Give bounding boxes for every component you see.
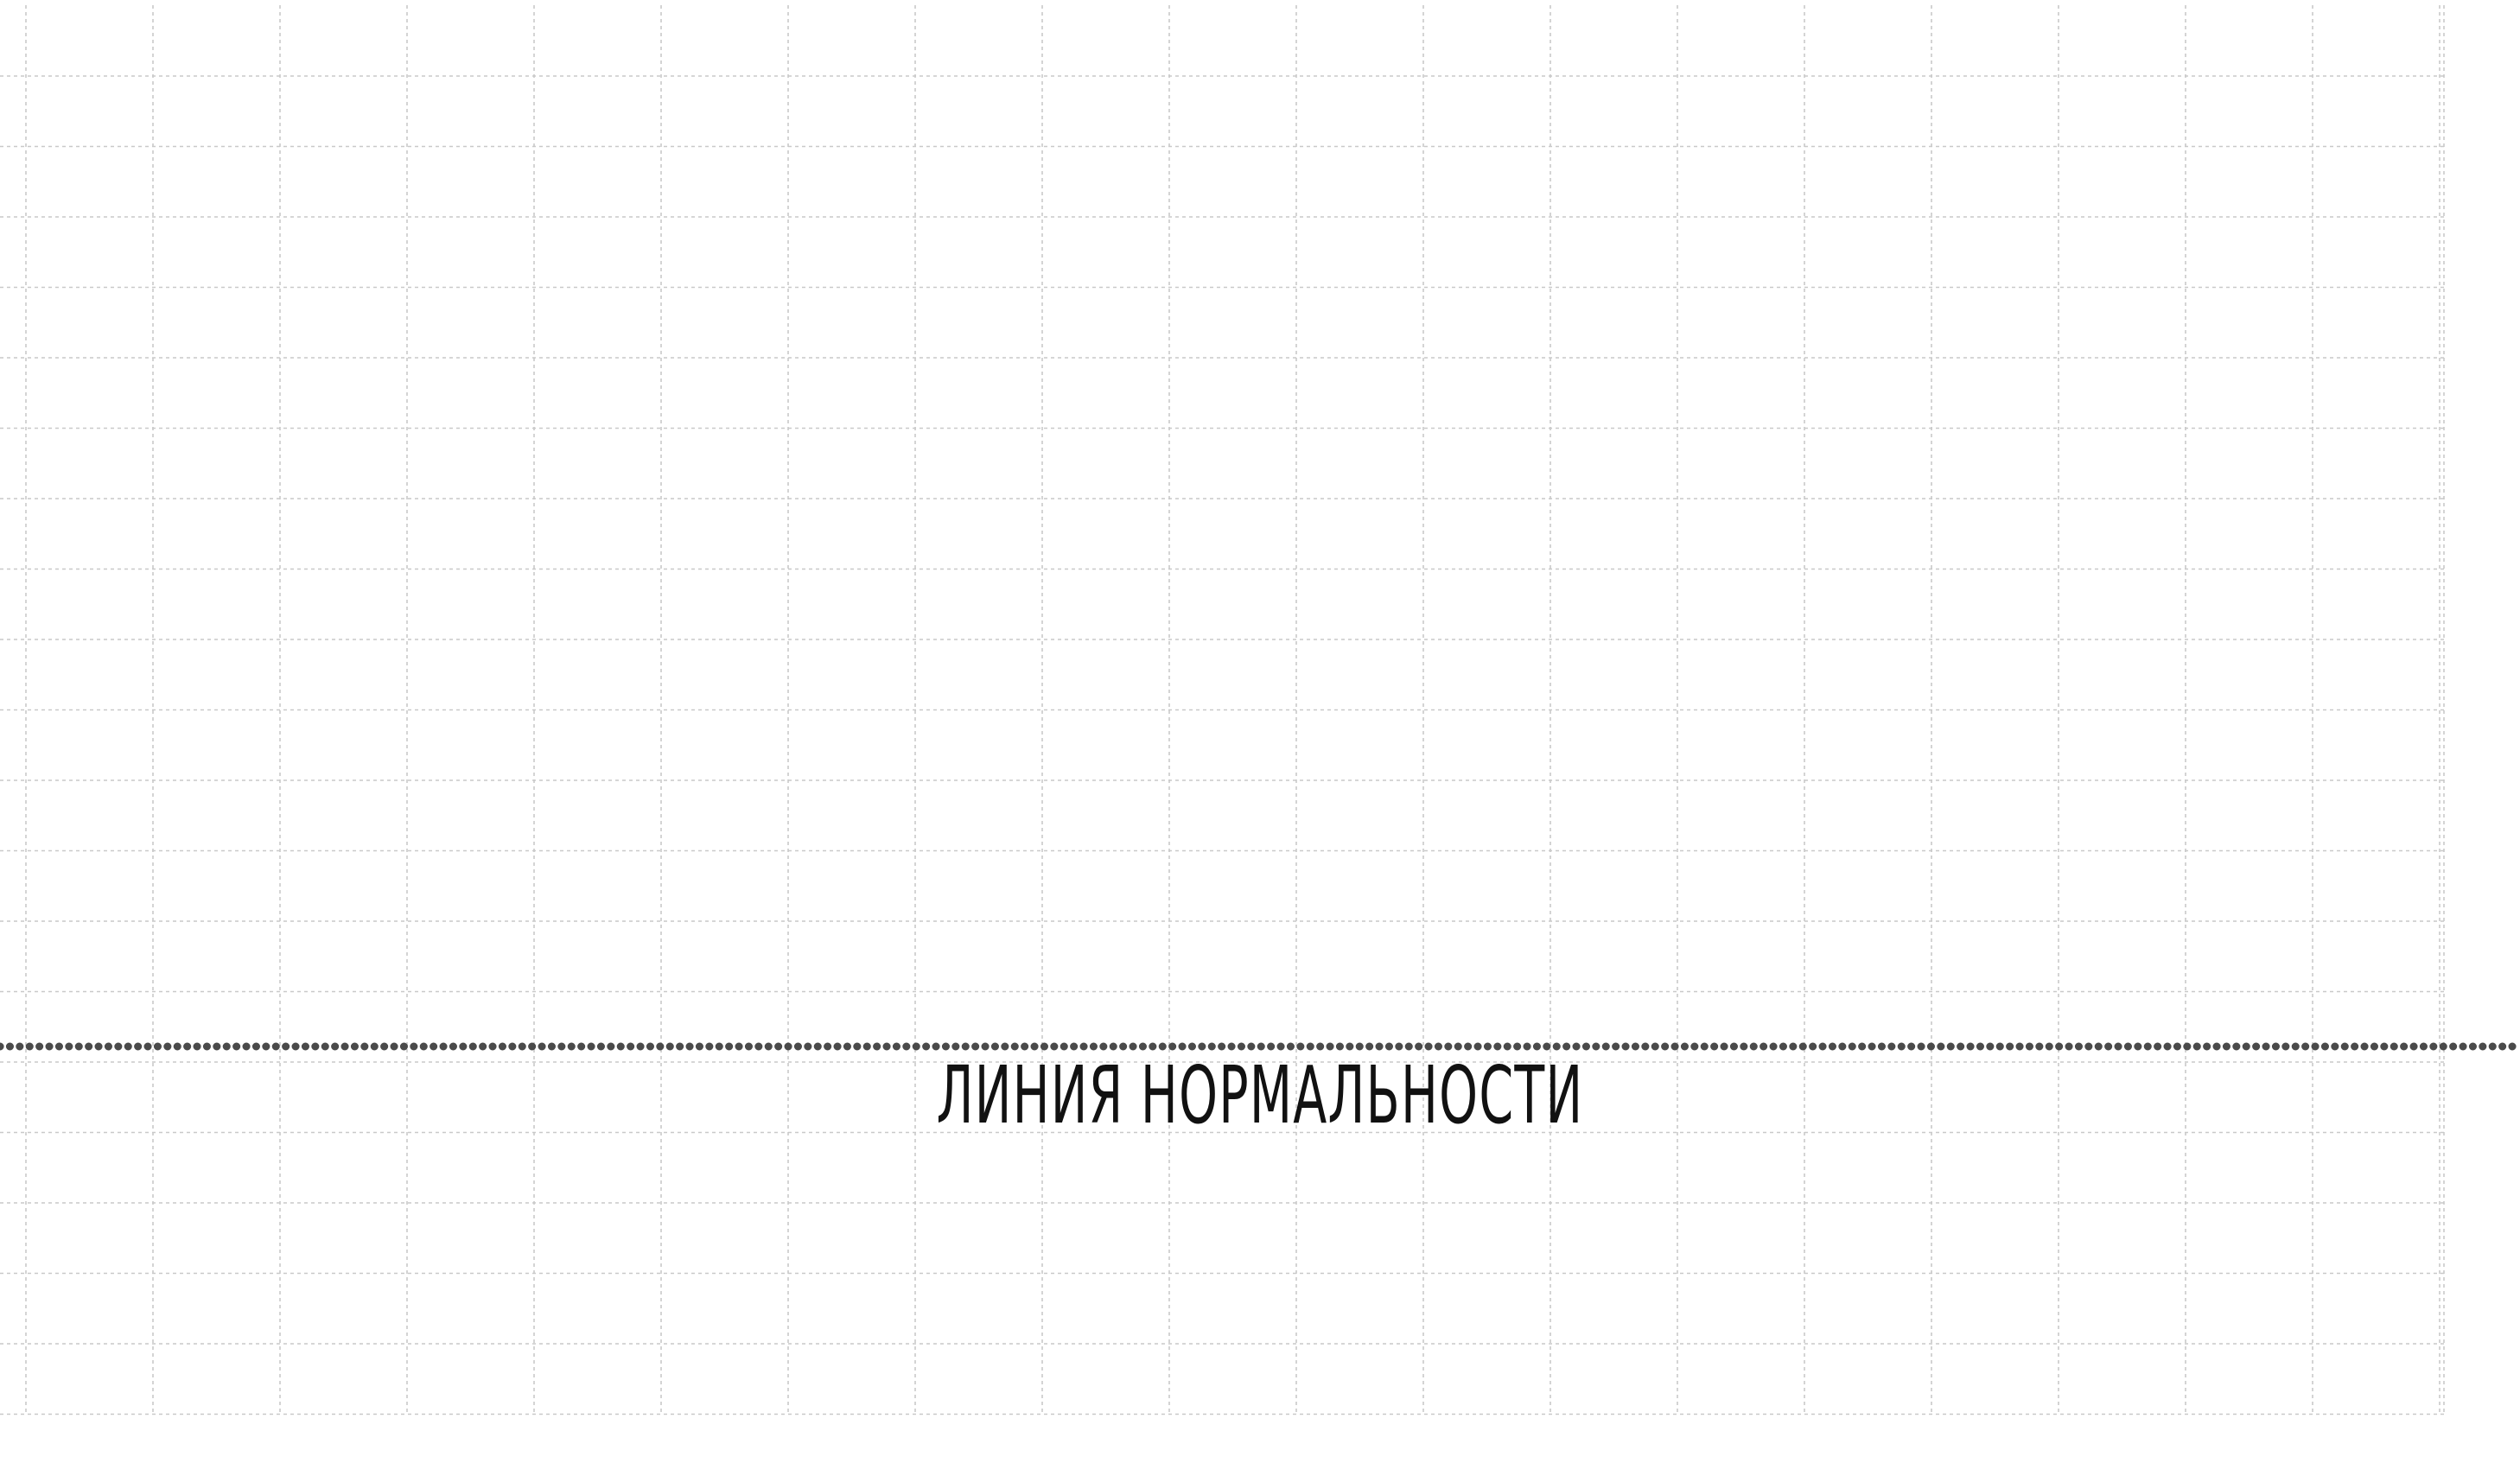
background-grid [0,5,2445,1415]
normality-line-label: ЛИНИЯ НОРМАЛЬНОСТИ [936,1049,1584,1142]
